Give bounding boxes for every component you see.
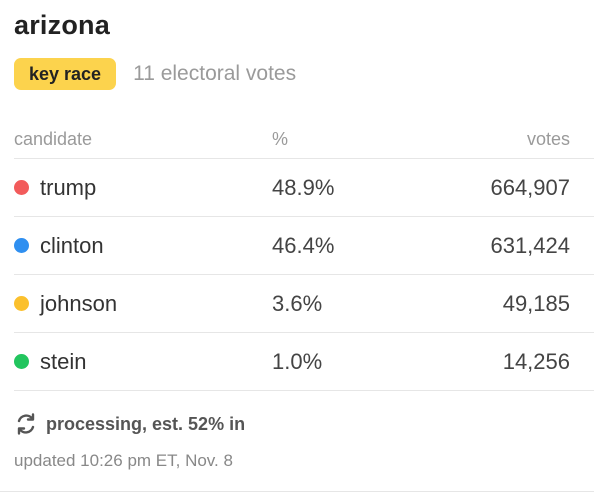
candidate-name: clinton	[40, 232, 104, 258]
header-votes: votes	[526, 128, 570, 149]
race-meta: key race 11 electoral votes	[14, 58, 296, 90]
table-row: stein 1.0% 14,256	[14, 333, 594, 391]
party-dot-icon	[14, 354, 29, 369]
candidate-cell: trump	[14, 159, 96, 216]
state-title: arizona	[14, 10, 110, 40]
electoral-votes-label: 11 electoral votes	[133, 62, 297, 85]
processing-status: processing, est. 52% in	[14, 412, 245, 436]
candidate-name: stein	[40, 348, 87, 374]
candidate-name: trump	[40, 174, 97, 200]
card-divider	[0, 491, 594, 492]
refresh-icon	[17, 413, 35, 435]
updated-timestamp: updated 10:26 pm ET, Nov. 8	[14, 451, 233, 470]
percent-cell: 48.9%	[272, 174, 335, 200]
results-table: candidate % votes trump 48.9% 664,907 cl…	[14, 120, 594, 391]
table-row: clinton 46.4% 631,424	[14, 217, 594, 275]
votes-cell: 631,424	[490, 232, 570, 258]
table-row: johnson 3.6% 49,185	[14, 275, 594, 333]
percent-cell: 3.6%	[272, 290, 323, 316]
candidate-cell: stein	[14, 333, 86, 390]
percent-cell: 46.4%	[272, 232, 335, 258]
header-candidate: candidate	[14, 128, 93, 149]
party-dot-icon	[14, 238, 29, 253]
key-race-badge: key race	[14, 58, 117, 90]
processing-text: processing, est. 52% in	[46, 413, 246, 434]
votes-cell: 14,256	[502, 348, 570, 374]
votes-cell: 664,907	[490, 174, 570, 200]
table-header: candidate % votes	[14, 120, 594, 159]
header-percent: %	[272, 128, 289, 149]
party-dot-icon	[14, 180, 29, 195]
table-row: trump 48.9% 664,907	[14, 159, 594, 217]
candidate-cell: clinton	[14, 217, 104, 274]
candidate-name: johnson	[40, 290, 118, 316]
votes-cell: 49,185	[502, 290, 570, 316]
party-dot-icon	[14, 296, 29, 311]
candidate-cell: johnson	[14, 275, 117, 332]
percent-cell: 1.0%	[272, 348, 323, 374]
